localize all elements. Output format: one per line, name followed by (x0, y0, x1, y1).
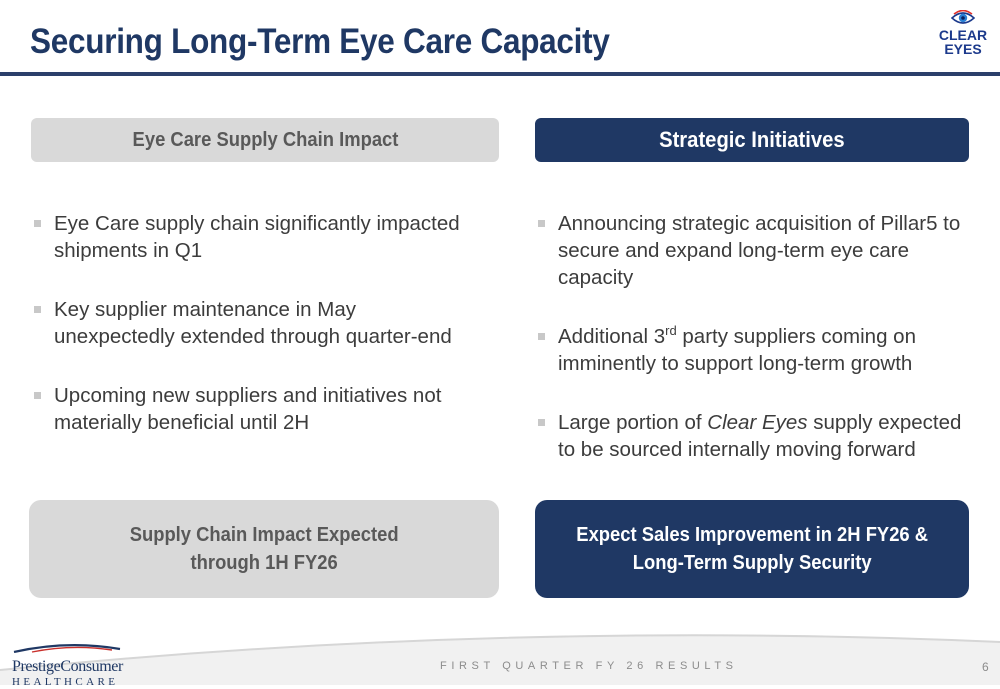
right-callout-box: Expect Sales Improvement in 2H FY26 & Lo… (535, 500, 969, 598)
bullet-square-icon (538, 419, 545, 426)
page-title: Securing Long-Term Eye Care Capacity (30, 22, 610, 61)
bullet-text: Eye Care supply chain significantly impa… (54, 212, 460, 262)
bullet-square-icon (538, 220, 545, 227)
clear-eyes-logo: CLEAR EYES (935, 10, 991, 56)
left-bullet-list: Eye Care supply chain significantly impa… (34, 210, 474, 468)
left-callout-line-1: Supply Chain Impact Expected (129, 524, 399, 546)
list-item: Announcing strategic acquisition of Pill… (538, 210, 968, 291)
bullet-square-icon (34, 220, 41, 227)
footer-text: FIRST QUARTER FY 26 RESULTS (440, 660, 738, 672)
bullet-text: Key supplier maintenance in May unexpect… (54, 298, 452, 348)
right-header: Strategic Initiatives (535, 118, 969, 162)
prestige-logo: PrestigeConsumer HEALTHCARE (12, 640, 142, 689)
right-callout-line-1: Expect Sales Improvement in 2H FY26 & (576, 524, 928, 546)
ordinal-superscript: rd (665, 323, 677, 339)
right-header-label: Strategic Initiatives (659, 127, 845, 152)
list-item: Large portion of Clear Eyes supply expec… (538, 409, 968, 463)
footer-swoosh (0, 634, 1000, 685)
bullet-text-start: Additional 3 (558, 325, 666, 348)
list-item: Eye Care supply chain significantly impa… (34, 210, 474, 264)
bullet-text-end: party suppliers coming on imminently to … (558, 325, 916, 375)
logo-swoosh-icon (13, 644, 121, 654)
brand-text-line-2: EYES (944, 41, 982, 57)
bullet-text-start: Large portion of (558, 411, 708, 434)
title-rule (0, 72, 1000, 76)
bullet-text: Upcoming new suppliers and initiatives n… (54, 384, 442, 434)
brand-text-line-1: CLEAR (938, 27, 988, 43)
logo-subtitle: HEALTHCARE (12, 676, 119, 688)
list-item: Additional 3rd party suppliers coming on… (538, 323, 968, 377)
eye-icon (951, 10, 975, 24)
right-bullet-list: Announcing strategic acquisition of Pill… (538, 210, 968, 495)
bullet-square-icon (538, 333, 545, 340)
bullet-text: Announcing strategic acquisition of Pill… (558, 212, 961, 289)
list-item: Upcoming new suppliers and initiatives n… (34, 382, 474, 436)
left-header-label: Eye Care Supply Chain Impact (132, 128, 398, 151)
page-number: 6 (982, 660, 989, 674)
list-item: Key supplier maintenance in May unexpect… (34, 296, 474, 350)
brand-name-italic: Clear Eyes (707, 411, 808, 434)
logo-name: PrestigeConsumer (12, 658, 123, 675)
bullet-square-icon (34, 392, 41, 399)
left-callout-box: Supply Chain Impact Expected through 1H … (29, 500, 499, 598)
bullet-square-icon (34, 306, 41, 313)
right-callout-line-2: Long-Term Supply Security (632, 552, 872, 574)
left-callout-line-2: through 1H FY26 (190, 552, 338, 574)
bullet-text-end: supply expected to be sourced internally… (558, 411, 962, 461)
left-header: Eye Care Supply Chain Impact (31, 118, 499, 162)
